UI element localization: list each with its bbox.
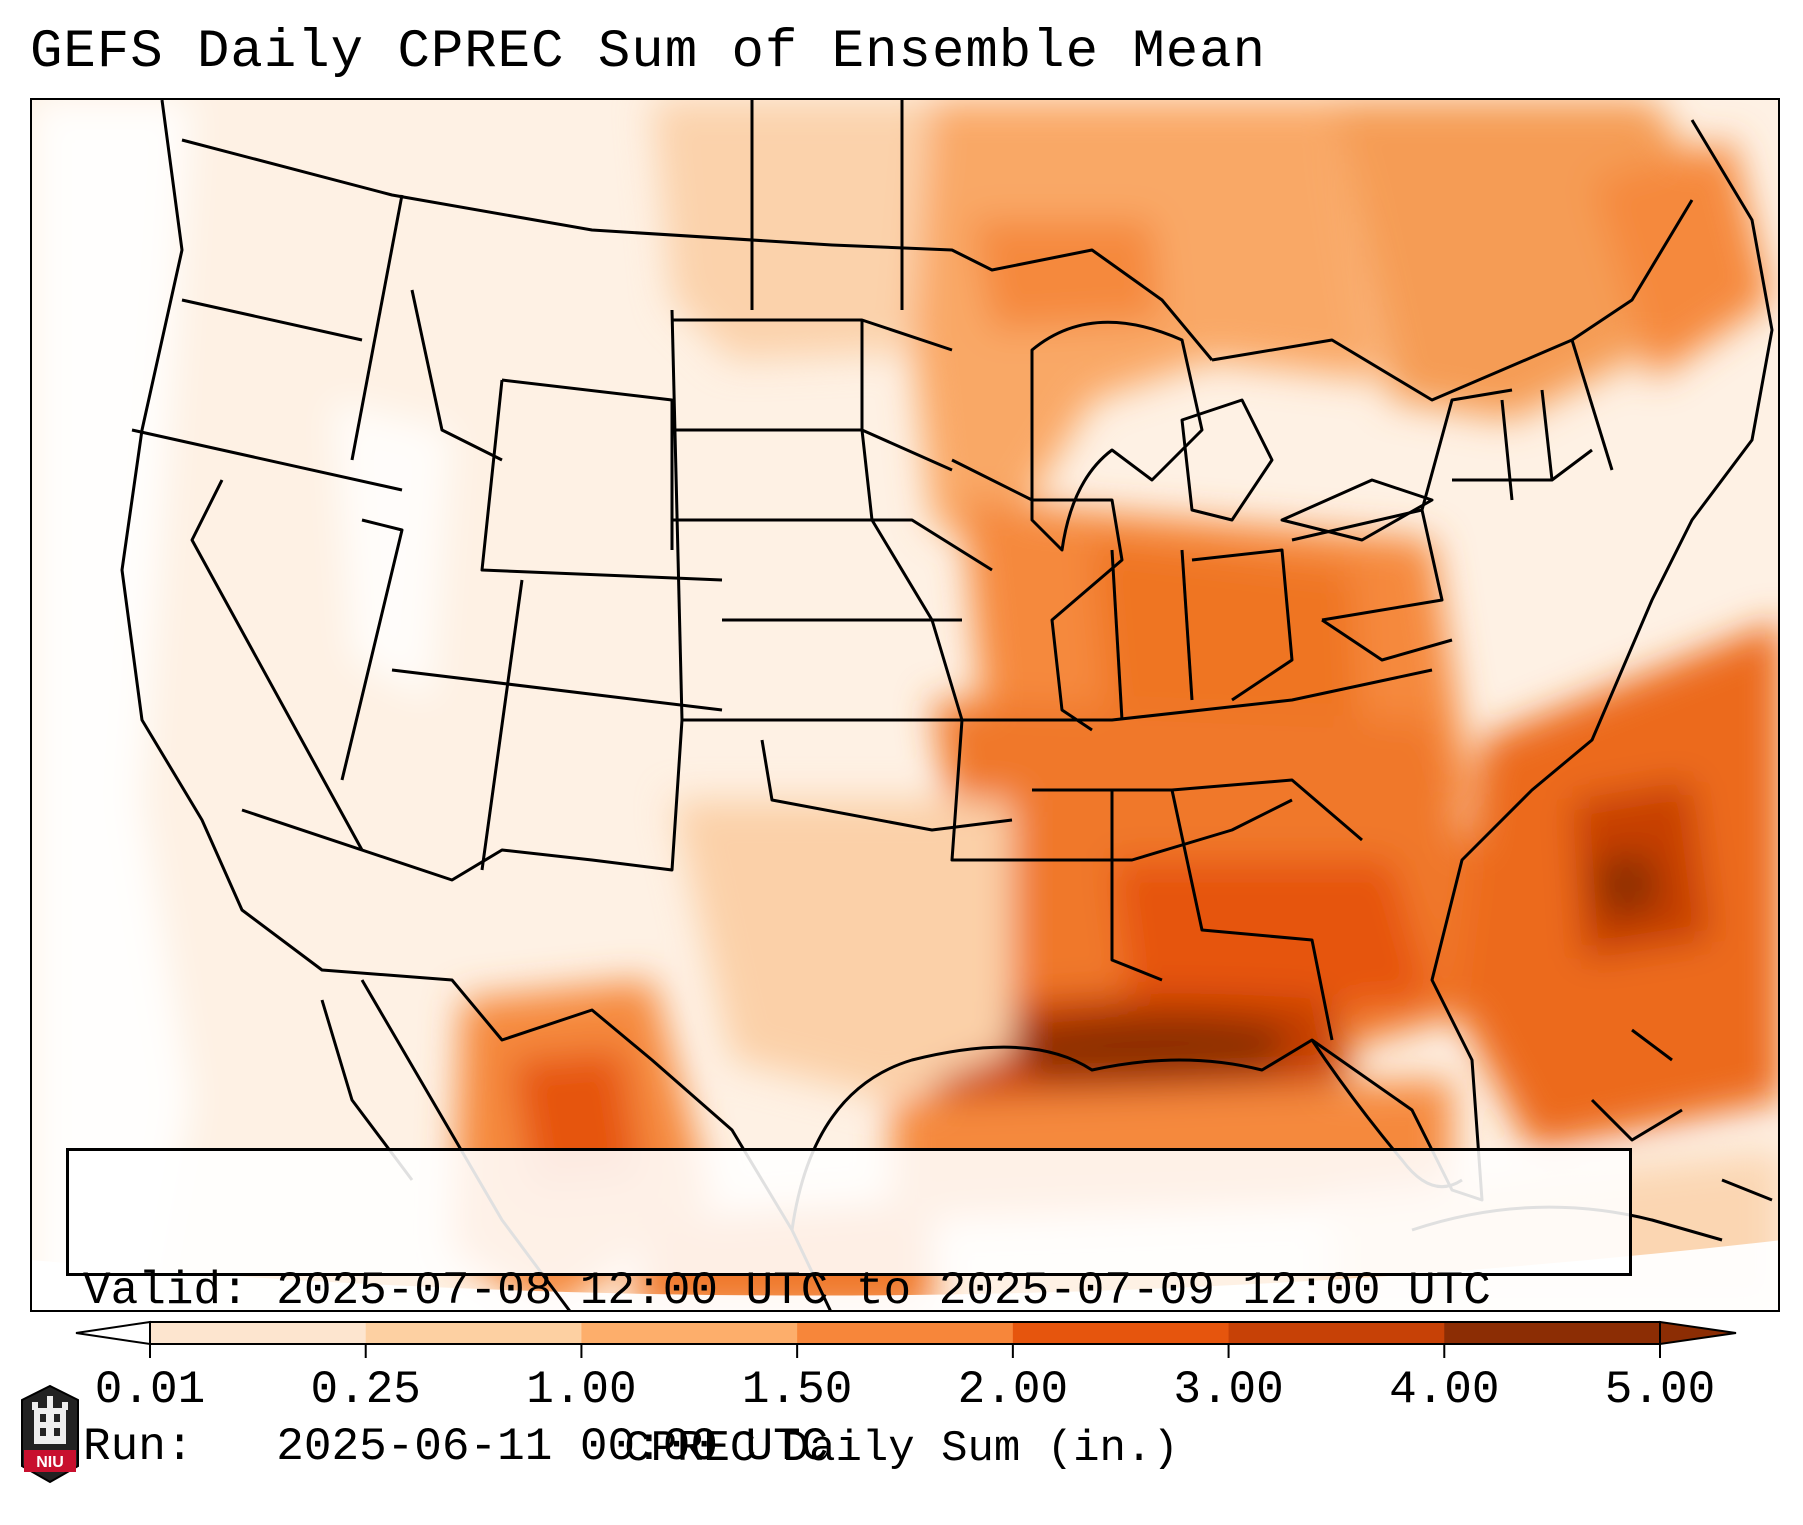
colorbar-tick-label: 1.50 <box>741 1364 853 1416</box>
colorbar-tick-label: 5.00 <box>1604 1364 1716 1416</box>
colorbar-tick-label: 2.00 <box>957 1364 1069 1416</box>
university-tower-logo: NIU <box>21 1384 79 1484</box>
colorbar-tick-label: 4.00 <box>1389 1364 1500 1416</box>
colorbar-segment <box>797 1322 1014 1344</box>
colorbar-segment <box>1012 1322 1230 1344</box>
colorbar-segment <box>1444 1322 1661 1344</box>
colorbar-label: CPREC Daily Sum (in.) <box>624 1424 1179 1474</box>
valid-label: Valid: <box>83 1265 249 1317</box>
colorbar-tick-label: 0.01 <box>94 1364 206 1416</box>
run-label: Run: <box>83 1421 194 1473</box>
valid-value: 2025-07-08 12:00 UTC to 2025-07-09 12:00… <box>276 1265 1491 1317</box>
colorbar <box>75 1320 1737 1358</box>
info-box: Valid: 2025-07-08 12:00 UTC to 2025-07-0… <box>66 1148 1632 1473</box>
logo-band <box>24 1450 76 1472</box>
logo-text: NIU <box>36 1454 64 1471</box>
map-canvas <box>32 100 1778 1310</box>
colorbar-segment <box>581 1322 798 1344</box>
colorbar-tick-label: 3.00 <box>1173 1364 1284 1416</box>
colorbar-segment <box>150 1322 367 1344</box>
map-title: GEFS Daily CPREC Sum of Ensemble Mean <box>30 22 1266 83</box>
run-value: 2025-06-11 00:00 UTC <box>276 1421 829 1473</box>
valid-line: Valid: 2025-07-08 12:00 UTC to 2025-07-0… <box>83 1265 1615 1317</box>
colorbar-segment <box>365 1322 582 1344</box>
tower-icon <box>34 1408 66 1444</box>
precipitation-map <box>30 98 1780 1312</box>
colorbar-under-arrow <box>75 1320 151 1346</box>
colorbar-over-arrow <box>1659 1320 1737 1346</box>
colorbar-tick-label: 1.00 <box>526 1364 637 1416</box>
colorbar-border <box>149 1321 1661 1345</box>
colorbar-tick-label: 0.25 <box>310 1364 421 1416</box>
run-line: Run: 2025-06-11 00:00 UTC <box>83 1421 1615 1473</box>
domain-edge <box>32 1240 1778 1310</box>
colorbar-segment <box>1228 1322 1445 1344</box>
